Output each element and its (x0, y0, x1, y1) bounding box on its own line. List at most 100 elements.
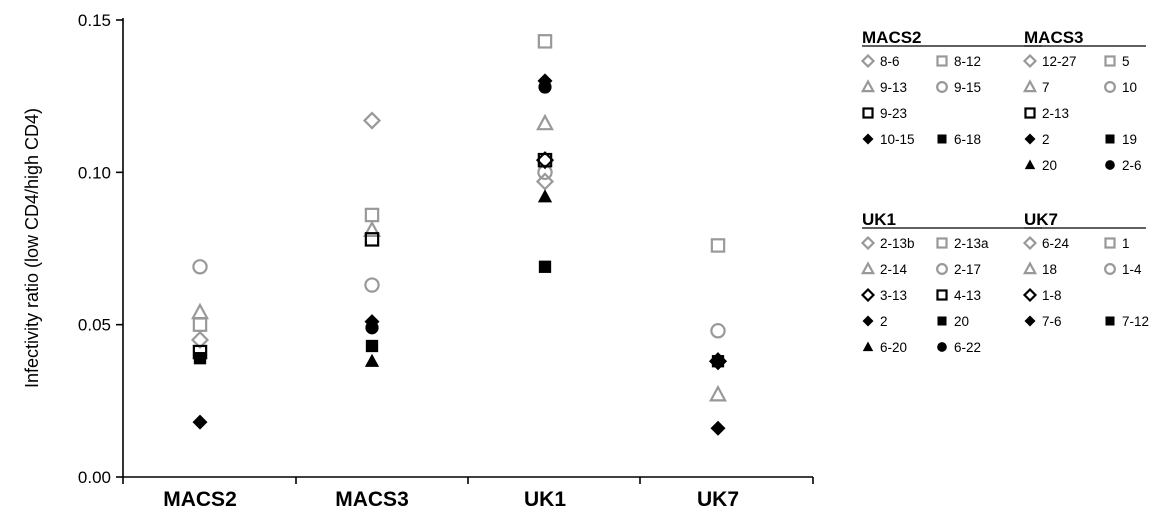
legend-marker (1105, 316, 1115, 326)
legend-marker (937, 134, 947, 144)
legend-marker (937, 316, 947, 326)
y-tick-label: 0.00 (78, 468, 111, 487)
axes: 0.00 0.05 0.10 0.15 MACS2 MACS3 UK1 UK7 Infectiv… (22, 11, 814, 511)
legend-marker (1024, 107, 1036, 119)
data-point (709, 384, 727, 402)
data-point (710, 323, 726, 339)
data-point (536, 113, 554, 131)
legend-marker (1105, 160, 1115, 170)
legend-label: 6-18 (954, 132, 981, 147)
legend-label: 2-13b (880, 236, 915, 251)
legend-marker (860, 235, 876, 251)
data-point (191, 302, 209, 320)
x-tick-label: MACS3 (335, 488, 409, 511)
legend-marker (936, 237, 948, 249)
legend-label: 20 (954, 314, 969, 329)
data-point (710, 238, 726, 253)
legend-label: 2 (1042, 132, 1050, 147)
legend-marker (936, 55, 948, 67)
legend-label: 18 (1042, 262, 1057, 277)
legend-marker (1022, 261, 1038, 275)
data-point (192, 317, 208, 332)
legend-marker (1104, 81, 1116, 93)
legend-marker (862, 315, 874, 327)
data-point (364, 232, 380, 247)
legend-label: 1-4 (1122, 262, 1142, 277)
y-tick-label: 0.05 (78, 316, 111, 335)
legend-marker (862, 107, 874, 119)
legend-marker (862, 133, 874, 145)
legend-title: UK7 (1024, 210, 1058, 229)
legend-marker (936, 289, 948, 301)
legend-label: 12-27 (1042, 54, 1077, 69)
x-tick-label: UK7 (697, 488, 739, 511)
legend-marker (1022, 53, 1038, 69)
data-point (364, 207, 380, 223)
legend-label: 10-15 (880, 132, 915, 147)
legend-marker (1024, 159, 1036, 170)
legend-marker (1104, 263, 1116, 275)
legend-label: 2-17 (954, 262, 981, 277)
legend-marker (860, 53, 876, 69)
legend-label: 7-6 (1042, 314, 1062, 329)
legend-label: 9-13 (880, 80, 907, 95)
legend-label: 9-23 (880, 106, 907, 121)
legend-label: 8-12 (954, 54, 981, 69)
legend-marker (1022, 79, 1038, 93)
data-point (538, 260, 552, 273)
legend-marker (860, 79, 876, 93)
legend-marker (1105, 134, 1115, 144)
data-point (363, 220, 381, 237)
legend-label: 6-22 (954, 340, 981, 355)
legend-marker (1022, 235, 1038, 251)
data-point (538, 80, 552, 94)
legend-marker (936, 263, 948, 275)
data-point (537, 152, 553, 168)
y-axis-title: Infectivity ratio (low CD4/high CD4) (22, 108, 42, 388)
legend-marker (1024, 315, 1036, 327)
data-points (190, 34, 728, 436)
legend-title: MACS2 (862, 28, 922, 47)
data-point (535, 151, 555, 170)
legend-label: 1-8 (1042, 288, 1062, 303)
legend-label: 6-24 (1042, 236, 1070, 251)
data-point (710, 420, 726, 436)
legend-marker (937, 342, 947, 352)
data-point (364, 353, 380, 367)
data-point (192, 259, 208, 275)
legend-marker (1022, 287, 1038, 303)
data-point (365, 339, 379, 353)
legend-label: 10 (1122, 80, 1137, 95)
data-point (193, 352, 207, 365)
data-point (190, 330, 210, 349)
legend-label: 2-14 (880, 262, 908, 277)
legend-label: 7 (1042, 80, 1050, 95)
legend-marker (1104, 237, 1116, 249)
legend-marker (860, 287, 876, 303)
legend-label: 4-13 (954, 288, 981, 303)
legend-marker (1104, 55, 1116, 67)
data-point (365, 321, 379, 335)
legend-marker (936, 81, 948, 93)
legend-label: 9-15 (954, 80, 981, 95)
data-point (362, 111, 382, 130)
legend-label: 6-20 (880, 340, 907, 355)
legend-marker (1024, 133, 1036, 145)
y-tick-label: 0.10 (78, 163, 111, 182)
legend-label: 20 (1042, 158, 1057, 173)
legend-marker (860, 261, 876, 275)
x-tick-label: UK1 (524, 488, 566, 511)
legend-label: 2-13a (954, 236, 989, 251)
data-point (192, 414, 208, 430)
data-point (535, 172, 555, 191)
data-point (537, 34, 553, 49)
y-tick-label: 0.15 (78, 11, 111, 30)
legend-label: 2-13 (1042, 106, 1069, 121)
legend-label: 1 (1122, 236, 1130, 251)
data-point (711, 355, 725, 368)
legend-label: 7-12 (1122, 314, 1149, 329)
legend-marker (862, 341, 874, 352)
x-tick-label: MACS2 (163, 488, 237, 511)
